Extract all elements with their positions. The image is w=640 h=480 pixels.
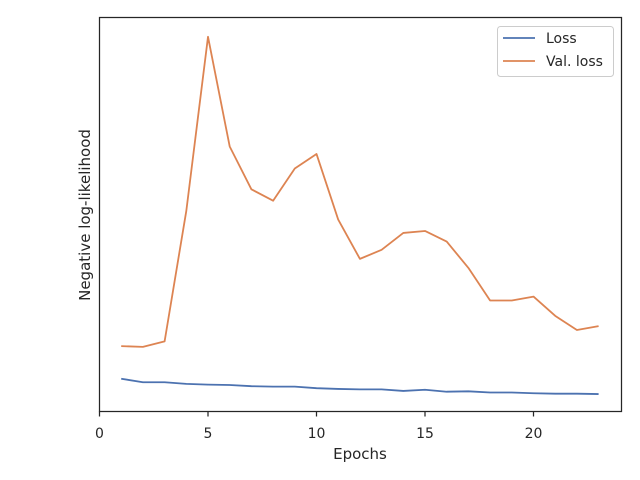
legend: Loss Val. loss [497,26,614,77]
x-tick-label: 10 [308,426,326,442]
x-axis: 0 5 10 15 20 [95,411,543,442]
x-axis-label: Epochs [333,445,387,463]
series-layer [121,35,599,395]
legend-frame [497,26,614,77]
series-line-val-loss [121,35,599,348]
x-tick-label: 5 [204,426,213,442]
y-axis-label: Negative log-likelihood [76,129,94,301]
legend-label-val-loss: Val. loss [546,54,603,70]
series-line-loss [121,377,599,395]
legend-label-loss: Loss [546,31,577,47]
x-tick-label: 0 [95,426,104,442]
x-tick-label: 15 [416,426,434,442]
x-tick-label: 20 [525,426,543,442]
